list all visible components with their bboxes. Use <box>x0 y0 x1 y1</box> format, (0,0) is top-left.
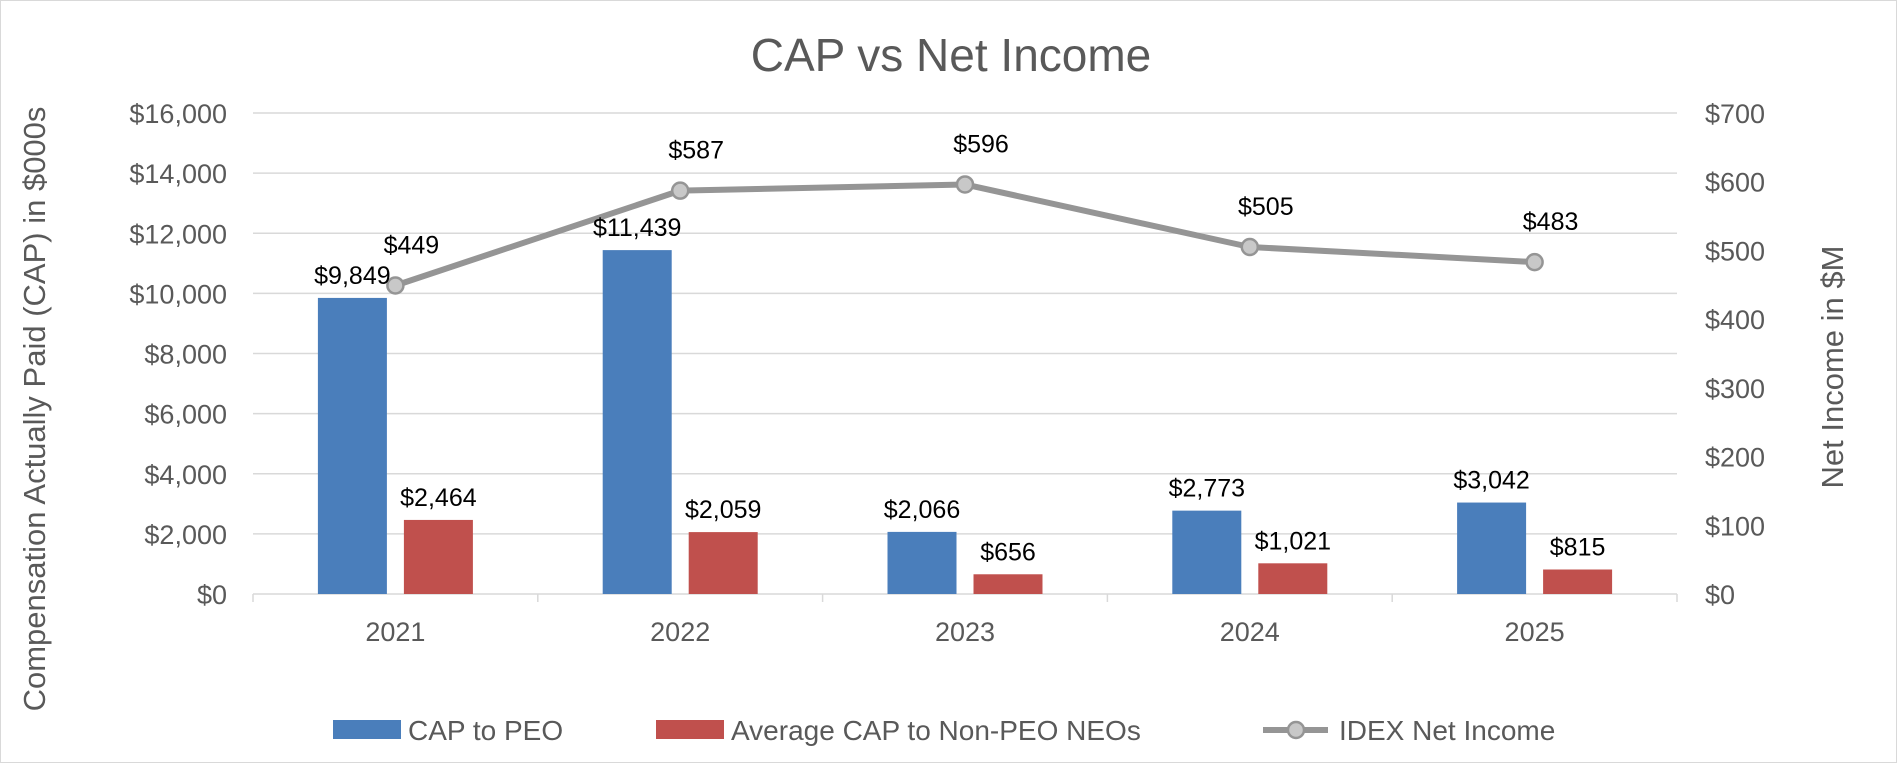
right-axis-title: Net Income in $M <box>1815 246 1850 489</box>
line-data-label: $449 <box>384 231 440 259</box>
right-tick-label: $500 <box>1705 236 1765 266</box>
bar-avg-cap-non-peo <box>688 532 758 594</box>
x-category-label: 2024 <box>1220 617 1280 647</box>
bar-data-label: $2,773 <box>1169 475 1245 503</box>
left-tick-label: $16,000 <box>129 99 227 129</box>
right-axis-ticks: $0 $100 $200 $300 $400 $500 $600 $700 <box>1705 99 1765 610</box>
bar-data-label: $11,439 <box>593 214 682 242</box>
left-axis-ticks: $0 $2,000 $4,000 $6,000 $8,000 $10,000 $12,000… <box>129 99 227 610</box>
left-tick-label: $14,000 <box>129 159 227 189</box>
line-series <box>386 175 1544 295</box>
right-tick-label: $0 <box>1705 580 1735 610</box>
bar-data-label: $2,066 <box>884 496 960 524</box>
x-category-label: 2022 <box>650 617 710 647</box>
bar-data-label: $1,021 <box>1255 527 1331 555</box>
legend-label: CAP to PEO <box>408 715 563 746</box>
left-tick-label: $2,000 <box>144 520 227 550</box>
right-tick-label: $400 <box>1705 305 1765 335</box>
x-category-label: 2025 <box>1505 617 1565 647</box>
legend-swatch-1 <box>656 720 724 739</box>
gridlines <box>253 112 1677 535</box>
bar-data-label: $9,849 <box>314 262 390 290</box>
bar-avg-cap-non-peo <box>1258 563 1328 594</box>
net-income-marker <box>1240 237 1260 257</box>
bar-cap-to-peo <box>1457 502 1527 594</box>
legend-label: IDEX Net Income <box>1339 715 1555 746</box>
left-tick-label: $6,000 <box>144 400 227 430</box>
bar-data-label: $815 <box>1550 533 1606 561</box>
bar-cap-to-peo <box>887 531 957 594</box>
right-tick-label: $100 <box>1705 511 1765 541</box>
bar-cap-to-peo <box>317 297 387 594</box>
left-tick-label: $8,000 <box>144 340 227 370</box>
net-income-marker <box>1525 252 1544 272</box>
chart-title: CAP vs Net Income <box>751 29 1152 81</box>
line-data-label: $505 <box>1238 193 1294 221</box>
bar-cap-to-peo <box>602 250 672 595</box>
x-axis: 2021 2022 2023 2024 2025 <box>252 593 1678 647</box>
legend: CAP to PEO Average CAP to Non-PEO NEOs IDE… <box>333 715 1555 746</box>
bar-data-label: $656 <box>980 538 1036 566</box>
right-tick-label: $300 <box>1705 374 1765 404</box>
left-tick-label: $0 <box>197 580 227 610</box>
legend-swatch-0 <box>333 720 401 739</box>
line-data-label: $596 <box>953 130 1009 158</box>
net-income-marker <box>386 276 405 295</box>
line-data-label: $587 <box>668 137 724 165</box>
bar-avg-cap-non-peo <box>1543 569 1613 594</box>
net-income-marker <box>670 181 690 200</box>
bar-data-label: $2,464 <box>400 484 477 512</box>
line-data-label: $483 <box>1523 208 1579 236</box>
bar-avg-cap-non-peo <box>403 519 473 594</box>
data-labels: $9,849 $11,439 $2,066 $2,773 $3,042 $2,464 $2,… <box>314 130 1605 566</box>
legend-marker <box>1286 720 1306 740</box>
bar-data-label: $3,042 <box>1453 467 1529 495</box>
right-tick-label: $600 <box>1705 168 1765 198</box>
left-tick-label: $4,000 <box>144 460 227 490</box>
left-axis-title: Compensation Actually Paid (CAP) in $000… <box>17 107 52 712</box>
net-income-marker <box>955 175 975 194</box>
net-income-line <box>394 181 1535 289</box>
bar-cap-to-peo <box>1172 510 1242 594</box>
left-tick-label: $12,000 <box>129 219 227 249</box>
bar-avg-cap-non-peo <box>973 574 1043 594</box>
right-tick-label: $700 <box>1705 99 1765 129</box>
bar-data-label: $2,059 <box>685 496 761 524</box>
x-category-label: 2021 <box>365 617 425 647</box>
legend-label: Average CAP to Non-PEO NEOs <box>731 715 1141 746</box>
left-tick-label: $10,000 <box>129 279 227 309</box>
right-tick-label: $200 <box>1705 443 1765 473</box>
bar-series <box>317 250 1613 595</box>
x-category-label: 2023 <box>935 617 995 647</box>
